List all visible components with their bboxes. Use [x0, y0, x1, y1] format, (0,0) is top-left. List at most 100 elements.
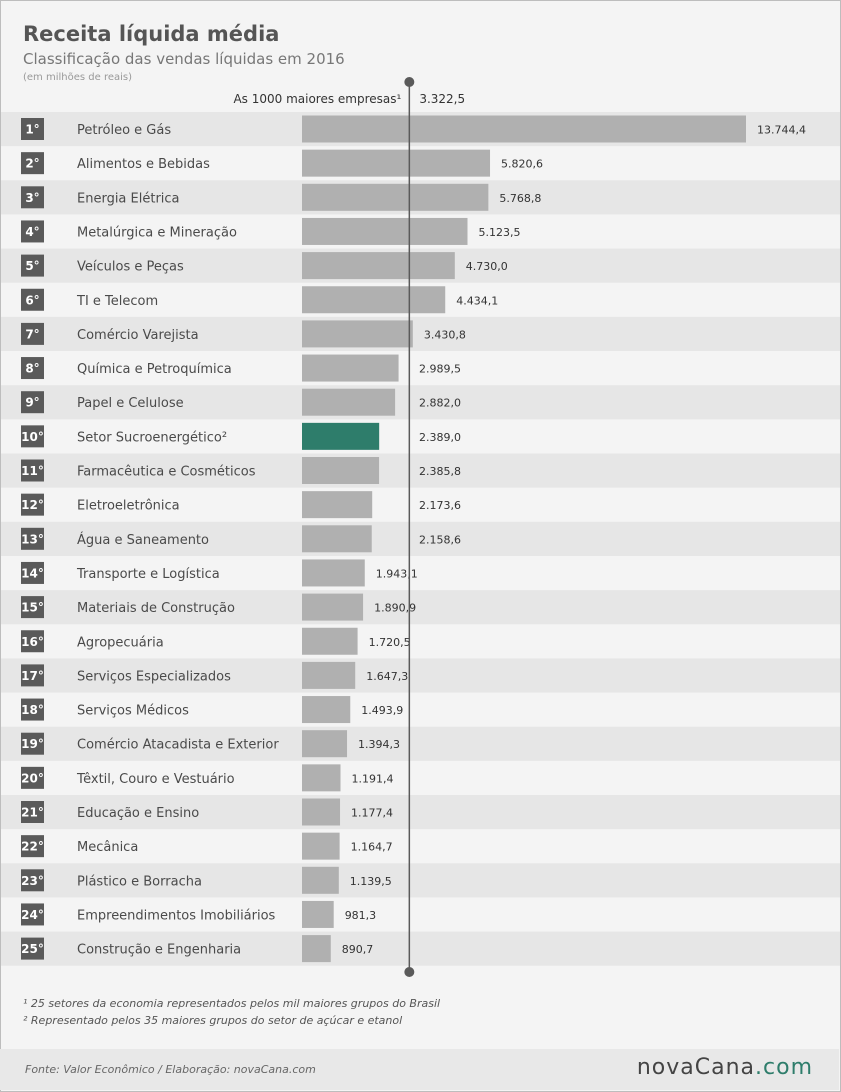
- bar: [302, 866, 339, 894]
- rank-badge: [21, 801, 44, 823]
- category-label: Veículos e Peças: [77, 260, 184, 275]
- data-label: 890,7: [342, 943, 374, 956]
- data-label: 2.882,0: [419, 397, 461, 410]
- data-label: 1.394,3: [358, 738, 400, 751]
- bar: [302, 900, 334, 928]
- row-stripe: [1, 726, 840, 761]
- rank-badge: [21, 391, 44, 414]
- bar: [302, 627, 358, 655]
- data-label: 5.820,6: [501, 158, 543, 171]
- row-stripe: [1, 385, 840, 420]
- chart-title: Receita líquida média: [23, 22, 280, 46]
- rank-badge: [21, 118, 44, 140]
- category-label: Água e Saneamento: [77, 532, 209, 548]
- rank-badge: [21, 869, 44, 892]
- rank-badge: [21, 698, 44, 721]
- row-stripe: [1, 453, 840, 488]
- category-label: Empreendimentos Imobiliários: [77, 908, 276, 923]
- logo-main: novaCana: [636, 1055, 756, 1080]
- rank-badge: [21, 288, 44, 311]
- footer-bar: [0, 1049, 839, 1090]
- rank-label: 9°: [25, 396, 39, 410]
- rank-label: 21°: [21, 806, 44, 820]
- data-label: 1.943,1: [376, 567, 418, 580]
- rank-badge: [21, 732, 44, 755]
- bar: [302, 525, 372, 553]
- data-label: 2.385,8: [419, 465, 461, 478]
- rank-badge: [21, 152, 44, 175]
- rank-label: 16°: [21, 635, 44, 649]
- bar: [302, 354, 399, 382]
- source-text: Fonte: Valor Econômico / Elaboração: nov…: [25, 1063, 316, 1076]
- category-label: Plástico e Borracha: [77, 874, 202, 889]
- rank-badge: [21, 357, 44, 380]
- bar: [302, 661, 356, 689]
- category-label: Eletroeletrônica: [77, 499, 180, 514]
- rank-label: 5°: [25, 259, 39, 273]
- rank-label: 13°: [21, 532, 44, 546]
- row-stripe: [1, 795, 840, 830]
- bar: [302, 593, 364, 621]
- unit-label: (em milhões de reais): [23, 72, 133, 83]
- data-label: 1.890,9: [374, 602, 416, 615]
- category-label: Química e Petroquímica: [77, 362, 232, 377]
- category-label: Farmacêutica e Cosméticos: [77, 465, 256, 480]
- rank-badge: [21, 835, 44, 858]
- bar: [302, 491, 373, 519]
- rank-badge: [21, 322, 44, 345]
- rank-label: 11°: [21, 464, 44, 478]
- row-stripe: [1, 590, 840, 625]
- row-stripe: [1, 863, 840, 898]
- data-label: 1.164,7: [351, 841, 393, 854]
- rank-label: 3°: [25, 191, 39, 205]
- data-label: 981,3: [345, 909, 377, 922]
- data-label: 1.139,5: [350, 875, 392, 888]
- row-stripe: [1, 521, 840, 556]
- reference-line-label: As 1000 maiores empresas¹: [233, 92, 401, 106]
- category-label: Serviços Médicos: [77, 704, 189, 719]
- rank-label: 12°: [21, 498, 44, 512]
- rank-badge: [21, 766, 44, 789]
- category-label: Comércio Varejista: [77, 328, 199, 343]
- bar: [302, 217, 468, 245]
- rank-badge: [21, 903, 44, 926]
- logo-suffix: .com: [755, 1055, 813, 1080]
- data-label: 1.493,9: [361, 704, 403, 717]
- footnote-1: ¹ 25 setores da economia representados p…: [23, 997, 441, 1010]
- data-label: 1.177,4: [351, 807, 393, 820]
- row-stripe: [1, 931, 840, 966]
- rank-label: 6°: [25, 293, 39, 307]
- data-label: 1.720,5: [369, 636, 411, 649]
- rank-label: 25°: [21, 942, 44, 956]
- bar: [302, 286, 446, 314]
- rank-label: 24°: [21, 908, 44, 922]
- footnote-2: ² Representado pelos 35 maiores grupos d…: [23, 1014, 403, 1027]
- category-label: Serviços Especializados: [77, 669, 231, 684]
- category-label: Materiais de Construção: [77, 601, 235, 616]
- data-label: 4.730,0: [466, 260, 508, 273]
- rank-label: 4°: [25, 225, 39, 239]
- data-label: 5.768,8: [499, 192, 541, 205]
- rank-label: 2°: [25, 157, 39, 171]
- data-label: 5.123,5: [479, 226, 521, 239]
- rank-badge: [21, 254, 44, 277]
- category-label: Setor Sucroenergético²: [77, 430, 227, 445]
- data-label: 2.389,0: [419, 431, 461, 444]
- data-label: 4.434,1: [456, 294, 498, 307]
- rank-badge: [21, 937, 44, 960]
- category-label: TI e Telecom: [76, 294, 158, 309]
- category-label: Alimentos e Bebidas: [77, 157, 210, 172]
- bar: [302, 696, 351, 724]
- bar: [302, 798, 341, 826]
- data-label: 1.191,4: [351, 772, 393, 785]
- bar: [302, 149, 491, 177]
- bar: [302, 422, 380, 450]
- rank-badge: [21, 493, 44, 516]
- bar: [302, 457, 380, 484]
- rank-badge: [21, 425, 44, 448]
- data-label: 3.430,8: [424, 328, 466, 341]
- rank-label: 14°: [21, 566, 44, 580]
- rank-label: 15°: [21, 601, 44, 615]
- bar: [302, 832, 340, 860]
- category-label: Papel e Celulose: [77, 396, 184, 411]
